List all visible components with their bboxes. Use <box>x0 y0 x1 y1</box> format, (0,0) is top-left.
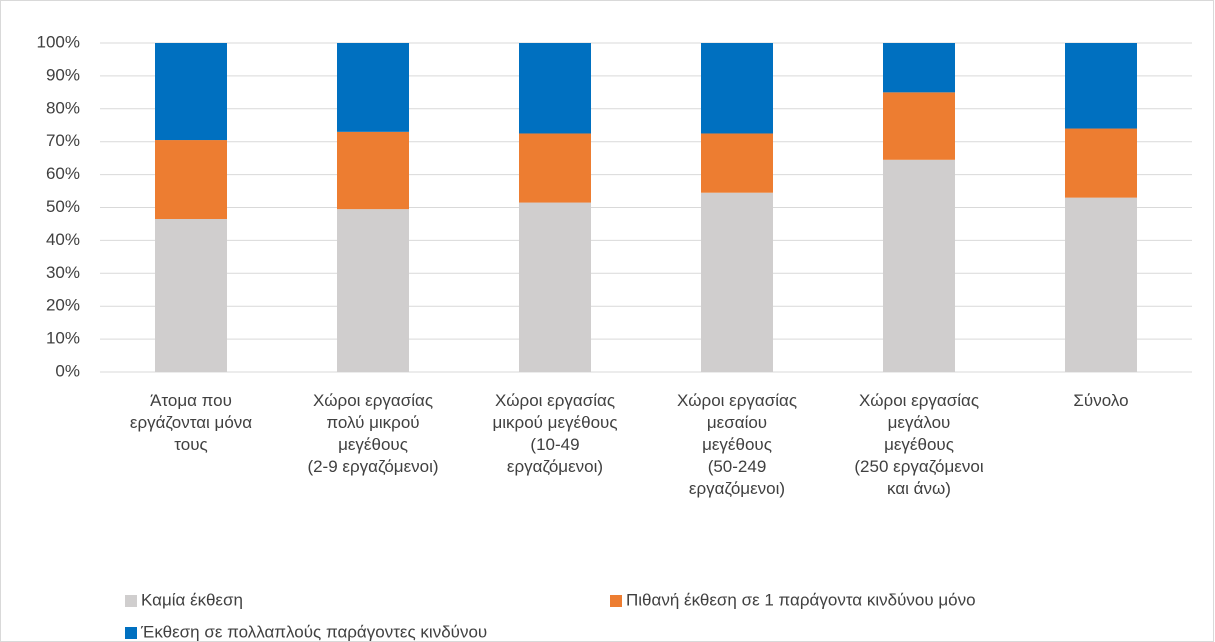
bar-segment <box>155 219 227 372</box>
bar-segment <box>519 43 591 134</box>
legend-label: Έκθεση σε πολλαπλούς παράγοντες κινδύνου <box>140 622 487 641</box>
legend-label: Πιθανή έκθεση σε 1 παράγοντα κινδύνου μό… <box>626 590 976 609</box>
bar-segment <box>701 43 773 134</box>
bar-segment <box>883 92 955 160</box>
y-tick-label: 70% <box>46 131 80 150</box>
bar-segment <box>1065 197 1137 372</box>
bar-segment <box>701 133 773 193</box>
bar-segment <box>883 159 955 372</box>
legend-swatch <box>125 627 137 639</box>
y-tick-label: 0% <box>55 361 80 380</box>
bar-segment <box>155 43 227 141</box>
y-tick-label: 30% <box>46 263 80 282</box>
bar-segment <box>701 192 773 372</box>
bar-segment <box>337 131 409 210</box>
y-tick-label: 20% <box>46 296 80 315</box>
bar-segment <box>519 202 591 372</box>
bar-segment <box>337 43 409 132</box>
y-tick-label: 60% <box>46 164 80 183</box>
y-tick-label: 10% <box>46 329 80 348</box>
y-tick-label: 80% <box>46 98 80 117</box>
legend-swatch <box>610 595 622 607</box>
legend-label: Καμία έκθεση <box>141 590 243 609</box>
bar-segment <box>883 43 955 93</box>
legend-swatch <box>125 595 137 607</box>
y-tick-label: 40% <box>46 230 80 249</box>
x-tick-label: Χώροι εργασίας πολύ μικρού μεγέθους (2-9 ερ… <box>307 391 438 476</box>
y-tick-label: 90% <box>46 65 80 84</box>
bar-segment <box>519 133 591 203</box>
bar-segment <box>1065 128 1137 198</box>
bar-segment <box>155 140 227 220</box>
y-tick-label: 100% <box>37 32 80 51</box>
x-tick-label: Χώροι εργασίας μεγάλου μεγέθους (250 εργαζό… <box>854 391 983 498</box>
bar-segment <box>1065 43 1137 129</box>
x-tick-label: Άτομα που εργάζονται μόνα τους <box>130 391 252 454</box>
x-tick-label: Χώροι εργασίας μικρού μεγέθους (10-49 εργαζ… <box>492 391 617 476</box>
x-tick-label: Σύνολο <box>1073 391 1128 410</box>
y-tick-label: 50% <box>46 197 80 216</box>
x-tick-label: Χώροι εργασίας μεσαίου μεγέθους (50-249 εργα… <box>677 391 797 498</box>
bar-segment <box>337 209 409 372</box>
